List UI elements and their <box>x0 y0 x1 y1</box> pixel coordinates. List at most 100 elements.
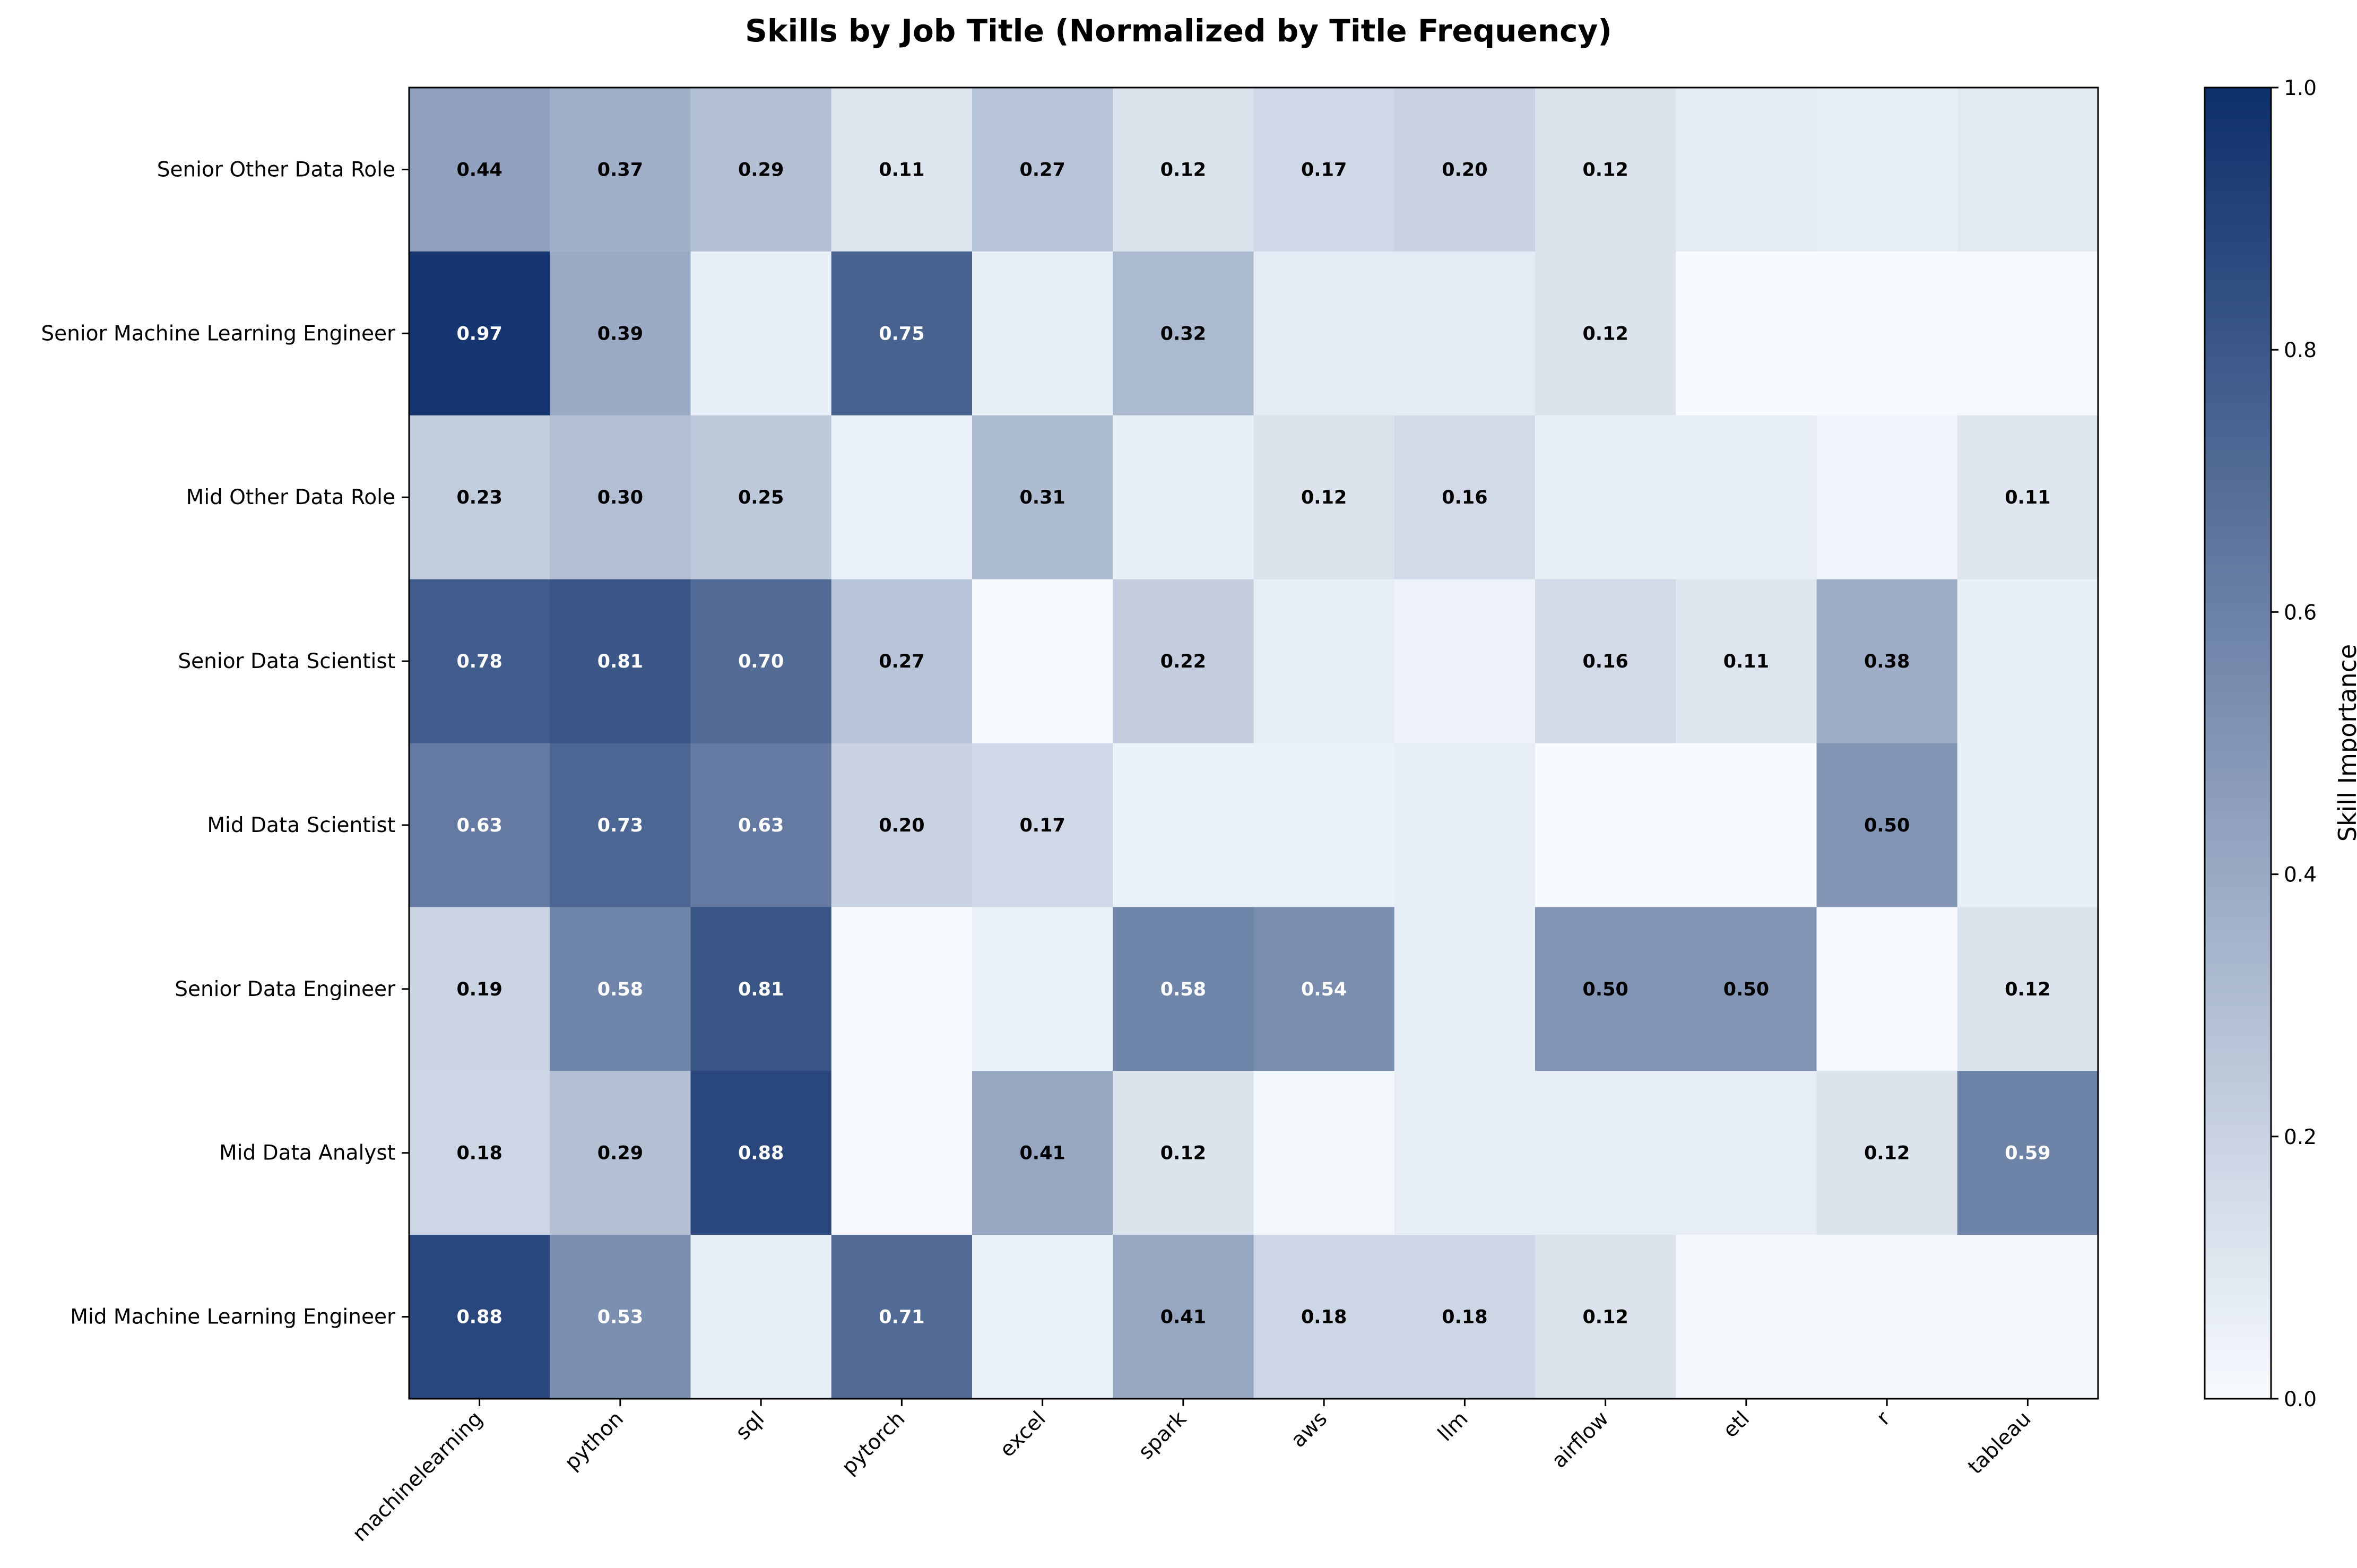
cell-value-label: 0.12 <box>2005 979 2050 1000</box>
cell-value-label: 0.12 <box>1160 159 1206 180</box>
heatmap-cell <box>1535 907 1676 1071</box>
y-tick-label: Mid Other Data Role <box>186 486 395 509</box>
cell-value-label: 0.81 <box>597 651 643 672</box>
cell-value-label: 0.30 <box>597 487 643 508</box>
y-tick-label: Senior Other Data Role <box>157 158 395 181</box>
heatmap-cell <box>1816 907 1958 1071</box>
heatmap-cell <box>1676 1235 1817 1399</box>
y-tick-label: Mid Machine Learning Engineer <box>70 1305 396 1329</box>
heatmap-cell <box>831 1071 973 1235</box>
cell-value-label: 0.12 <box>1582 1307 1628 1328</box>
colorbar-tick-label: 0.8 <box>2284 339 2317 362</box>
heatmap-cell <box>1676 579 1817 744</box>
cell-value-label: 0.41 <box>1160 1307 1206 1328</box>
heatmap-cell <box>972 88 1113 252</box>
cell-value-label: 0.11 <box>2005 487 2050 508</box>
heatmap-cell <box>1535 251 1676 416</box>
heatmap-cell <box>690 1235 832 1399</box>
y-tick-label: Mid Data Analyst <box>219 1141 395 1165</box>
cell-value-label: 0.25 <box>738 487 784 508</box>
cell-value-label: 0.50 <box>1864 815 1910 836</box>
heatmap-cell <box>1394 251 1536 416</box>
colorbar-tick-label: 1.0 <box>2284 76 2317 100</box>
cell-value-label: 0.18 <box>1442 1307 1487 1328</box>
heatmap-cell <box>972 415 1113 580</box>
heatmap-cell <box>550 579 691 744</box>
cell-value-label: 0.11 <box>879 159 924 180</box>
heatmap-cell <box>1816 88 1958 252</box>
x-tick-label: aws <box>1287 1407 1332 1452</box>
heatmap-cell <box>972 743 1113 907</box>
heatmap-cell <box>1253 907 1395 1071</box>
heatmap-cell <box>690 1071 832 1235</box>
heatmap-cell <box>1394 579 1536 744</box>
x-tick-label: airflow <box>1547 1407 1614 1473</box>
heatmap-cell <box>1113 1071 1254 1235</box>
heatmap-cell <box>1253 1235 1395 1399</box>
cell-value-label: 0.81 <box>738 979 784 1000</box>
cell-value-label: 0.31 <box>1019 487 1065 508</box>
chart-title: Skills by Job Title (Normalized by Title… <box>745 13 1612 49</box>
y-tick-label: Senior Machine Learning Engineer <box>41 322 396 345</box>
heatmap-cell <box>690 579 832 744</box>
cell-value-label: 0.41 <box>1019 1143 1065 1164</box>
y-tick-label: Mid Data Scientist <box>207 813 395 837</box>
heatmap-cell <box>1816 1071 1958 1235</box>
cell-value-label: 0.19 <box>456 979 502 1000</box>
cell-value-label: 0.12 <box>1582 159 1628 180</box>
cell-value-label: 0.20 <box>879 815 924 836</box>
heatmap-cell <box>831 251 973 416</box>
heatmap-cell <box>409 88 550 252</box>
cell-value-label: 0.16 <box>1442 487 1487 508</box>
heatmap-cell <box>550 251 691 416</box>
y-axis: Senior Other Data Role Senior Machine Lea… <box>41 158 409 1329</box>
cell-value-label: 0.97 <box>456 323 502 344</box>
cell-value-label: 0.71 <box>879 1307 924 1328</box>
x-tick-label: excel <box>995 1407 1051 1462</box>
colorbar: 0.0 0.2 0.4 0.6 0.8 1.0 Skill Importance <box>2204 76 2357 1411</box>
heatmap-cell <box>1535 88 1676 252</box>
cell-value-label: 0.53 <box>597 1307 643 1328</box>
heatmap-cell <box>972 907 1113 1071</box>
cell-value-label: 0.70 <box>738 651 784 672</box>
cell-value-label: 0.12 <box>1864 1143 1910 1164</box>
heatmap-cell <box>972 579 1113 744</box>
colorbar-ticks: 0.0 0.2 0.4 0.6 0.8 1.0 <box>2271 76 2317 1411</box>
colorbar-tick-label: 0.2 <box>2284 1125 2317 1149</box>
heatmap-cell <box>1676 907 1817 1071</box>
heatmap-cell <box>409 251 550 416</box>
y-tick-label: Senior Data Engineer <box>175 977 396 1001</box>
cell-value-label: 0.78 <box>456 651 502 672</box>
colorbar-tick-label: 0.6 <box>2284 601 2317 625</box>
cell-value-label: 0.18 <box>456 1143 502 1164</box>
cell-value-label: 0.37 <box>597 159 643 180</box>
heatmap-cell <box>831 907 973 1071</box>
y-tick-label: Senior Data Scientist <box>178 649 395 673</box>
heatmap-cell <box>690 907 832 1071</box>
colorbar-tick-label: 0.0 <box>2284 1388 2317 1411</box>
colorbar-tick-label: 0.4 <box>2284 863 2317 887</box>
cell-value-label: 0.17 <box>1019 815 1065 836</box>
x-tick-label: etl <box>1719 1407 1754 1442</box>
x-tick-label: pytorch <box>837 1407 910 1479</box>
heatmap-cell <box>1113 907 1254 1071</box>
heatmap-cell <box>831 415 973 580</box>
colorbar-label: Skill Importance <box>2333 644 2357 842</box>
heatmap-cell <box>1253 1071 1395 1235</box>
heatmap-cell <box>1957 251 2099 416</box>
heatmap-cell <box>1957 1235 2099 1399</box>
cell-value-label: 0.63 <box>456 815 502 836</box>
heatmap-cell <box>409 1071 550 1235</box>
heatmap-cell <box>409 743 550 907</box>
heatmap-cell <box>409 1235 550 1399</box>
cell-value-label: 0.27 <box>879 651 924 672</box>
heatmap-cell <box>690 88 832 252</box>
cell-value-label: 0.20 <box>1442 159 1487 180</box>
heatmap-cell <box>409 415 550 580</box>
cell-value-label: 0.54 <box>1301 979 1347 1000</box>
heatmap-cells <box>409 88 2099 1399</box>
heatmap-cell <box>550 1235 691 1399</box>
heatmap-cell <box>1113 743 1254 907</box>
heatmap-cell <box>1676 251 1817 416</box>
heatmap-cell <box>1253 743 1395 907</box>
